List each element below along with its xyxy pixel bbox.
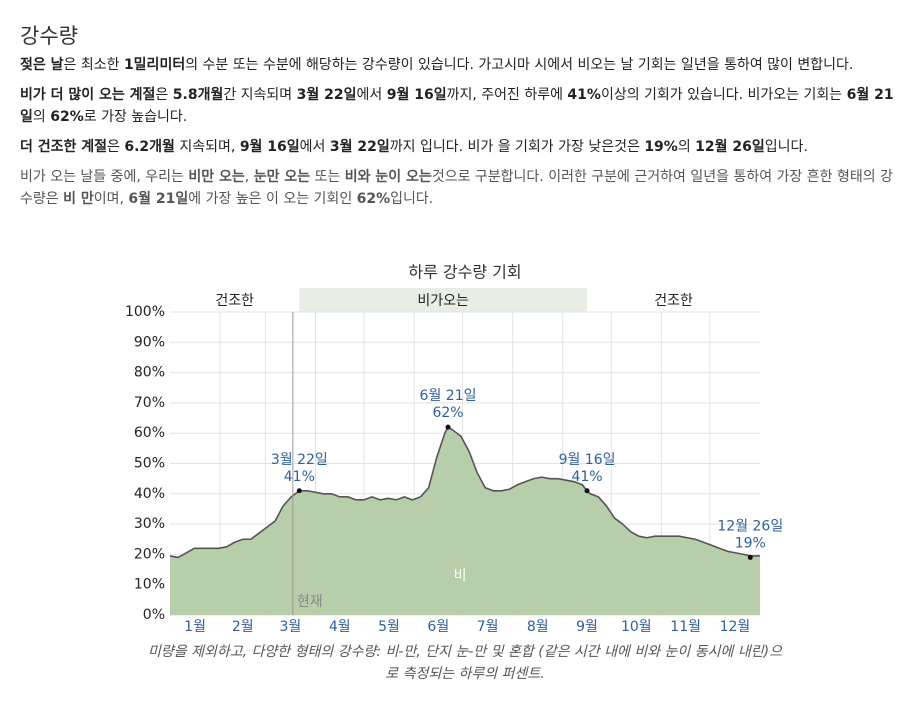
bold-text: 6.2개월: [124, 139, 175, 155]
bold-text: 3월 22일: [329, 139, 390, 155]
y-tick-label: 90%: [134, 334, 165, 350]
text: 의 수분 또는 수분에 해당하는 강수량이 있습니다. 가고시마 시에서 비오는…: [185, 57, 854, 73]
text: 입니다.: [764, 139, 808, 155]
x-tick-label: 7월: [477, 619, 499, 635]
season-label: 건조한: [654, 293, 693, 309]
y-tick-label: 30%: [134, 516, 165, 532]
x-tick-label: 3월: [280, 619, 302, 635]
season-label: 건조한: [215, 293, 254, 309]
bold-text: 9월 16일: [239, 139, 300, 155]
line: [169, 426, 760, 559]
x-tick-label: 10월: [621, 619, 652, 635]
annotation-value: 62%: [432, 405, 463, 421]
bold-text: 비만 오는: [188, 169, 245, 185]
annotation-dot: [296, 488, 302, 494]
x-tick-label: 2월: [232, 619, 254, 635]
season-band: [587, 288, 760, 312]
bold-text: 19%: [644, 139, 678, 155]
text: ,: [244, 169, 254, 185]
annotation-dot: [584, 488, 590, 494]
y-tick-label: 20%: [134, 546, 165, 562]
x-tick-label: 12월: [720, 619, 751, 635]
annotation-value: 41%: [284, 469, 315, 485]
annotation-date: 6월 21일: [420, 388, 477, 404]
annotation-date: 3월 22일: [271, 452, 328, 468]
text: 은: [107, 139, 125, 155]
text: 은: [155, 87, 173, 103]
y-tick-label: 0%: [143, 607, 165, 623]
text: 에서: [356, 87, 387, 103]
text: 또는: [310, 169, 345, 185]
annotation-dot: [445, 424, 451, 430]
area: [170, 427, 760, 615]
bold-text: 비 만: [63, 191, 94, 207]
paragraph: 젖은 날은 최소한 1밀리미터의 수분 또는 수분에 해당하는 강수량이 있습니…: [20, 54, 900, 76]
y-tick-label: 60%: [134, 425, 165, 441]
x-tick-label: 5월: [378, 619, 400, 635]
now-label: 현재: [297, 594, 323, 610]
x-tick-label: 9월: [576, 619, 598, 635]
text: 까지 입니다. 비가 을 기회가 가장 낮은것은: [389, 139, 645, 155]
bold-text: 12월 26일: [695, 139, 765, 155]
text: 간 지속되며: [223, 87, 297, 103]
text: 의: [32, 109, 51, 125]
annotation-dot: [747, 554, 753, 560]
text: 로 가장 높습니다.: [83, 109, 188, 125]
y-tick-label: 40%: [134, 486, 165, 502]
bold-text: 젖은 날: [20, 57, 64, 73]
bold-text: 41%: [567, 87, 601, 103]
x-tick-label: 4월: [329, 619, 351, 635]
paragraph: 비가 오는 날들 중에, 우리는 비만 오는, 눈만 오는 또는 비와 눈이 오…: [20, 166, 900, 210]
chart-caption: 미량을 제외하고, 다양한 형태의 강수량: 비-만, 단지 눈-만 및 혼합 …: [148, 644, 782, 682]
text: 에 가장 높은 이 오는 기회인: [188, 191, 357, 207]
bold-text: 3월 22일: [296, 87, 357, 103]
bold-text: 6월 21일: [128, 191, 189, 207]
page-title: 강수량: [20, 24, 78, 48]
bold-text: 9월 16일: [386, 87, 447, 103]
bold-text: 5.8개월: [172, 87, 224, 103]
season-band: [170, 288, 300, 312]
text: 입니다.: [390, 191, 434, 207]
text: 지속되며,: [174, 139, 240, 155]
chart-title: 하루 강수량 기회: [408, 263, 521, 282]
paragraph: 비가 더 많이 오는 계절은 5.8개월간 지속되며 3월 22일에서 9월 1…: [20, 84, 900, 128]
text: 이며,: [93, 191, 129, 207]
y-tick-label: 70%: [134, 395, 165, 411]
x-tick-label: 6월: [427, 619, 449, 635]
text: 비가 오는 날들 중에, 우리는: [20, 169, 189, 185]
paragraphs: 젖은 날은 최소한 1밀리미터의 수분 또는 수분에 해당하는 강수량이 있습니…: [20, 54, 900, 218]
y-tick-label: 80%: [134, 365, 165, 381]
series-label: 비: [454, 568, 467, 584]
text: 에서: [299, 139, 330, 155]
text: 은 최소한: [63, 57, 124, 73]
paragraph: 더 건조한 계절은 6.2개월 지속되며, 9월 16일에서 3월 22일까지 …: [20, 136, 900, 158]
bold-text: 62%: [50, 109, 84, 125]
bold-text: 1밀리미터: [123, 57, 186, 73]
x-tick-label: 11월: [670, 619, 701, 635]
y-tick-label: 100%: [125, 304, 165, 320]
annotation-value: 19%: [735, 535, 766, 551]
bold-text: 비가 더 많이 오는 계절: [20, 87, 156, 103]
x-tick-label: 8월: [527, 619, 549, 635]
bold-text: 6월 21일: [20, 87, 894, 125]
bold-text: 더 건조한 계절: [20, 139, 108, 155]
annotation-date: 9월 16일: [559, 452, 616, 468]
bold-text: 62%: [356, 191, 391, 207]
season-band: [299, 288, 588, 312]
x-tick-label: 1월: [184, 619, 206, 635]
text: 것으로 구분합니다. 이러한 구분에 근거하여 일년을 통하여 가장 흔한 형태…: [20, 169, 893, 207]
bold-text: 비와 눈이 오는: [344, 169, 432, 185]
text: 의: [677, 139, 696, 155]
text: 까지, 주어진 하루에: [446, 87, 568, 103]
annotation-value: 41%: [571, 469, 602, 485]
y-tick-label: 50%: [134, 456, 165, 472]
annotation-date: 12월 26일: [717, 518, 783, 534]
text: 이상의 기회가 있습니다. 비가오는 기회는: [600, 87, 847, 103]
season-label: 비가오는: [417, 293, 469, 309]
bold-text: 눈만 오는: [253, 169, 311, 185]
y-tick-label: 10%: [134, 577, 165, 593]
